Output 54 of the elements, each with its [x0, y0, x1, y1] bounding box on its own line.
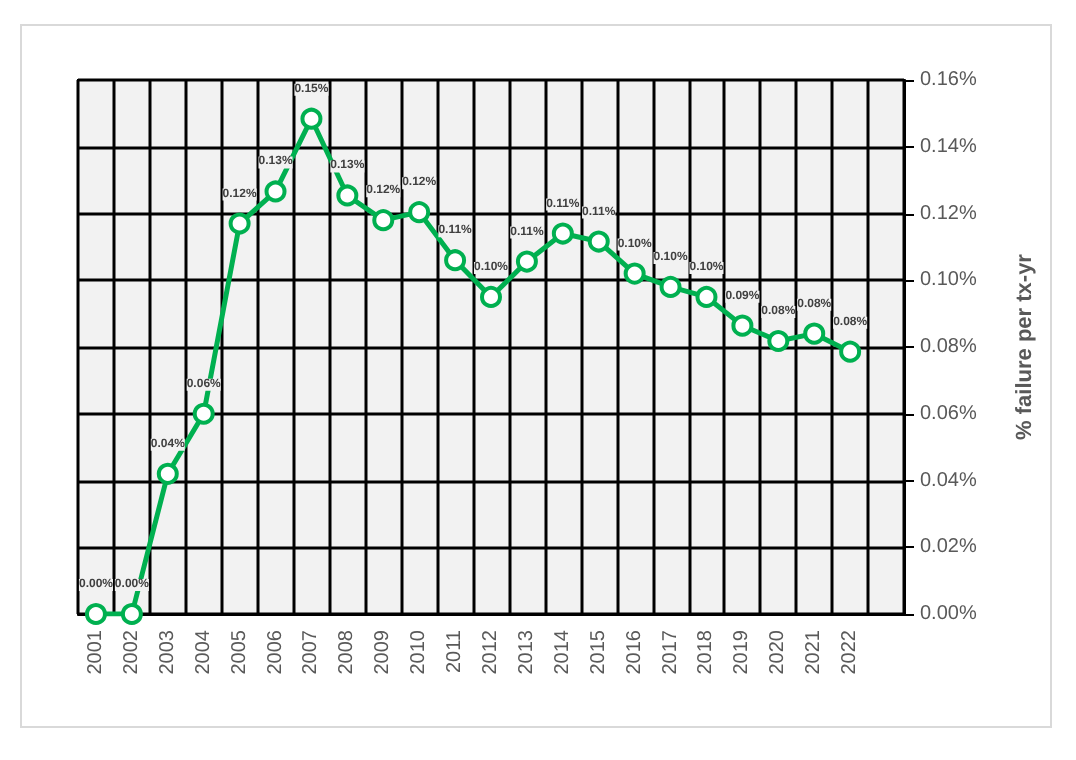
point [192, 402, 215, 425]
point [336, 184, 359, 207]
x-tick-label: 2017 [659, 629, 682, 675]
y-tick-label: 0.04% [920, 469, 977, 492]
y-tick-label: 0.16% [920, 69, 977, 91]
point [623, 262, 646, 285]
x-tick-label: 2005 [228, 629, 251, 675]
point [839, 340, 862, 363]
point [120, 603, 143, 625]
y-tick-label: 0.14% [920, 135, 977, 158]
x-tick-label: 2004 [192, 629, 215, 675]
x-tick-label: 2015 [587, 629, 610, 675]
point [408, 201, 431, 224]
point [444, 249, 467, 272]
x-tick-label: 2018 [695, 629, 718, 675]
x-tick-label: 2006 [264, 629, 287, 675]
x-tick-label: 2011 [444, 629, 467, 674]
x-tick-label: 2019 [731, 629, 754, 675]
point [587, 230, 610, 253]
point [731, 314, 754, 337]
point [300, 107, 323, 130]
x-tick-label: 2021 [803, 629, 826, 675]
point [551, 222, 574, 245]
x-tick-label: 2009 [372, 629, 395, 675]
y-tick-label: 0.02% [920, 536, 977, 559]
point [228, 212, 251, 235]
x-tick-label: 2014 [551, 629, 574, 675]
y-tick-label: 0.10% [920, 269, 977, 292]
y-tick-label: 0.08% [920, 336, 977, 358]
point [264, 180, 287, 203]
y-tick-label: 0.06% [920, 402, 977, 425]
point [767, 330, 790, 352]
x-tick-label: 2001 [84, 629, 107, 675]
x-tick-label: 2013 [515, 629, 538, 675]
x-tick-label: 2012 [480, 629, 502, 675]
x-tick-label: 2003 [156, 629, 179, 675]
point [480, 285, 502, 308]
point [156, 462, 179, 485]
point [803, 322, 826, 345]
y-tick-label: 0.12% [920, 202, 977, 225]
y-axis-title: % failure per tx-yr [1013, 252, 1037, 440]
x-tick-label: 2016 [623, 629, 646, 675]
x-tick-label: 2020 [767, 629, 790, 675]
y-tick-label: 0.00% [920, 603, 977, 625]
point [372, 209, 395, 232]
point [659, 275, 682, 298]
point [515, 250, 538, 273]
point [695, 285, 718, 308]
x-tick-label: 2010 [408, 629, 431, 675]
x-tick-label: 2002 [120, 629, 143, 675]
x-tick-label: 2007 [300, 629, 323, 675]
x-tick-label: 2008 [336, 629, 359, 675]
point [84, 603, 107, 625]
x-tick-label: 2022 [839, 629, 862, 675]
